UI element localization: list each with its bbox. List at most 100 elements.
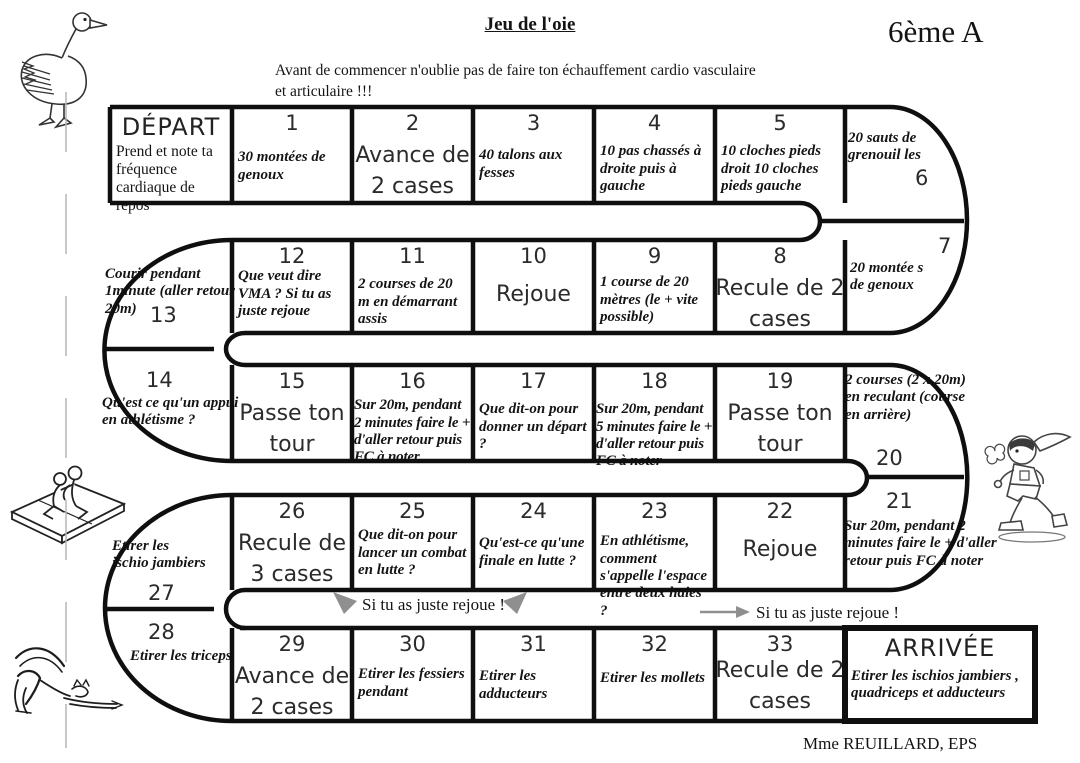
cell-7-text: 20 montée s de genoux xyxy=(850,260,924,294)
cell-20-number: 20 xyxy=(876,446,903,470)
cell-19-number: 19 xyxy=(766,369,794,393)
cell-33: 33 Recule de 2 cases xyxy=(715,628,845,721)
cell-22-text: Rejoue xyxy=(742,537,818,563)
cell-14-number: 14 xyxy=(146,368,173,392)
cell-9-text: 1 course de 20 mètres (le + vite possibl… xyxy=(600,274,699,325)
cell-22-number: 22 xyxy=(766,499,794,523)
cell-16-number: 16 xyxy=(399,369,426,393)
cell-15-text: Passe ton tour xyxy=(239,401,345,457)
cell-29-text: Avance de 2 cases xyxy=(234,664,350,720)
cell-11-number: 11 xyxy=(399,244,426,268)
cell-31-text: Etirer les adducteurs xyxy=(479,668,548,702)
cell-3-number: 3 xyxy=(526,111,541,135)
cell-17-text: Que dit-on pour donner un départ ? xyxy=(479,401,587,452)
cell-12: 12 Que veut dire VMA ? Si tu as juste re… xyxy=(232,240,352,333)
cell-2: 2 Avance de 2 cases xyxy=(352,107,473,203)
cell-31-number: 31 xyxy=(520,632,547,656)
runner-illustration xyxy=(980,424,1080,549)
cell-8-text: Recule de 2 cases xyxy=(715,276,845,332)
cell-33-text: Recule de 2 cases xyxy=(715,658,845,714)
cell-18-text: Sur 20m, pendant 5 minutes faire le + d'… xyxy=(596,401,713,470)
page-title: Jeu de l'oie xyxy=(484,14,576,35)
cell-5-number: 5 xyxy=(773,111,787,135)
cell-1-number: 1 xyxy=(285,111,299,135)
cell-4: 4 10 pas chassés à droite puis à gauche xyxy=(594,107,715,203)
cell-28-number: 28 xyxy=(148,620,175,644)
cell-2-number: 2 xyxy=(405,111,420,135)
cell-8: 8 Recule de 2 cases xyxy=(715,240,845,333)
cell-23: 23 En athlétisme, comment s'appelle l'es… xyxy=(594,495,715,619)
cell-depart-text: Prend et note ta fréquence cardiaque de … xyxy=(116,143,213,214)
cell-9-number: 9 xyxy=(647,244,662,268)
cell-33-number: 33 xyxy=(766,632,794,656)
cell-16-text: Sur 20m, pendant 2 minutes faire le + d'… xyxy=(354,397,471,466)
cell-32-text: Etirer les mollets xyxy=(600,670,705,687)
cell-21-number: 21 xyxy=(886,489,913,513)
cell-6-number: 6 xyxy=(915,166,929,190)
cell-25: 25 Que dit-on pour lancer un combat en l… xyxy=(352,495,473,590)
cell-8-number: 8 xyxy=(773,244,787,268)
cell-arrivee-label: ARRIVÉE xyxy=(884,634,996,662)
cell-30-text: Etirer les fessiers pendant xyxy=(358,666,465,700)
cell-17-number: 17 xyxy=(520,369,547,393)
cell-arrivee-text: Etirer les ischios jambiers , quadriceps… xyxy=(851,668,1019,702)
cell-3-text: 40 talons aux fesses xyxy=(479,147,563,181)
cell-5: 5 10 cloches pieds droit 10 cloches pied… xyxy=(715,107,845,203)
cell-4-text: 10 pas chassés à droite puis à gauche xyxy=(600,143,702,194)
note-rejoue-left: Si tu as juste rejoue ! xyxy=(362,595,506,614)
cell-12-number: 12 xyxy=(278,244,306,268)
cell-26-text: Recule de 3 cases xyxy=(237,531,346,587)
cell-depart: DÉPART Prend et note ta fréquence cardia… xyxy=(110,107,232,214)
cell-15-number: 15 xyxy=(278,369,306,393)
cell-19: 19 Passe ton tour xyxy=(715,365,845,461)
cell-10: 10 Rejoue xyxy=(473,240,594,333)
wrestlers-illustration xyxy=(8,452,128,565)
cell-7-number: 7 xyxy=(938,234,952,258)
cell-13-number: 13 xyxy=(150,303,177,327)
warmup-note-line2: et articulaire !!! xyxy=(275,82,373,100)
cell-18-number: 18 xyxy=(641,369,668,393)
cell-arrivee: ARRIVÉE Etirer les ischios jambiers , qu… xyxy=(845,628,1035,721)
cell-depart-label: DÉPART xyxy=(121,113,221,141)
cell-19-text: Passe ton tour xyxy=(727,401,833,457)
cell-20-text: 2 courses (2 x 20m) en reculant (course … xyxy=(845,372,966,423)
warmup-note-line1: Avant de commencer n'oublie pas de faire… xyxy=(275,62,756,79)
cell-25-number: 25 xyxy=(399,499,426,523)
cell-22: 22 Rejoue xyxy=(715,495,845,590)
note-rejoue-right: Si tu as juste rejoue ! xyxy=(756,603,900,622)
cell-6-text: 20 sauts de grenouil les xyxy=(848,130,921,164)
goose-illustration xyxy=(6,6,118,139)
cell-18: 18 Sur 20m, pendant 5 minutes faire le +… xyxy=(594,365,715,469)
cell-27-number: 27 xyxy=(148,581,175,605)
author-credit: Mme REUILLARD, EPS xyxy=(803,734,978,753)
cell-26-number: 26 xyxy=(278,499,306,523)
cell-5-text: 10 cloches pieds droit 10 cloches pieds … xyxy=(721,143,821,194)
cell-23-number: 23 xyxy=(641,499,668,523)
cell-9: 9 1 course de 20 mètres (le + vite possi… xyxy=(594,240,715,333)
cell-2-text: Avance de 2 cases xyxy=(355,143,470,199)
class-label: 6ème A xyxy=(888,14,984,49)
cell-1: 1 30 montées de genoux xyxy=(232,107,352,203)
cell-29: 29 Avance de 2 cases xyxy=(232,628,352,721)
cell-10-number: 10 xyxy=(520,244,547,268)
cell-26: 26 Recule de 3 cases xyxy=(232,495,352,590)
cell-30-number: 30 xyxy=(399,632,426,656)
cell-28-text: Etirer les triceps xyxy=(130,648,232,664)
cell-16: 16 Sur 20m, pendant 2 minutes faire le +… xyxy=(352,365,473,465)
cell-17: 17 Que dit-on pour donner un départ ? xyxy=(473,365,594,461)
cell-3: 3 40 talons aux fesses xyxy=(473,107,594,203)
cell-4-number: 4 xyxy=(647,111,662,135)
cell-31: 31 Etirer les adducteurs xyxy=(473,628,594,721)
cell-24-number: 24 xyxy=(520,499,547,523)
cell-32: 32 Etirer les mollets xyxy=(594,628,715,721)
cell-23-text: En athlétisme, comment s'appelle l'espac… xyxy=(600,533,708,619)
cell-11: 11 2 courses de 20 m en démarrant assis xyxy=(352,240,473,333)
cell-21-text: Sur 20m, pendant 2 minutes faire le + d'… xyxy=(844,518,997,569)
cell-24: 24 Qu'est-ce qu'une finale en lutte ? xyxy=(473,495,594,590)
cell-25-text: Que dit-on pour lancer un combat en lutt… xyxy=(358,527,467,578)
cell-32-number: 32 xyxy=(641,632,668,656)
cell-12-text: Que veut dire VMA ? Si tu as juste rejou… xyxy=(238,268,332,319)
cell-1-text: 30 montées de genoux xyxy=(238,149,326,183)
cell-27-text: Etirer les ischio jambiers xyxy=(112,538,206,572)
